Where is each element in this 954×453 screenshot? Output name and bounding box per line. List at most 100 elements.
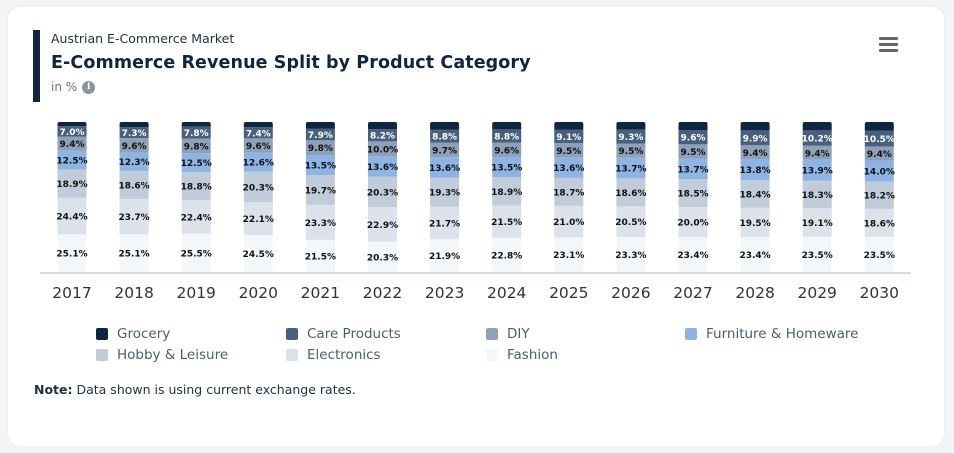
bar-segment-furniture-homeware-2018[interactable] xyxy=(119,152,149,171)
bar-segment-care-products-2023[interactable] xyxy=(430,129,460,143)
bar-segment-fashion-2026[interactable] xyxy=(616,237,646,272)
bar-segment-furniture-homeware-2026[interactable] xyxy=(616,157,646,179)
bar-stack-2022[interactable]: 20.3% 22.9% 20.3% 13.6% 10.0% 8.2% xyxy=(367,122,398,272)
bar-segment-grocery-2019[interactable] xyxy=(181,122,211,127)
bar-segment-electronics-2018[interactable] xyxy=(119,198,149,235)
legend-item-grocery[interactable]: Grocery xyxy=(96,326,170,342)
legend-item-diy[interactable]: DIY xyxy=(486,326,530,342)
bar-stack-2028[interactable]: 23.4% 19.5% 18.4% 13.8% 9.4% 9.9% xyxy=(739,122,771,272)
bar-segment-fashion-2019[interactable] xyxy=(181,233,211,272)
bar-segment-grocery-2027[interactable] xyxy=(678,122,708,130)
bar-segment-diy-2027[interactable] xyxy=(678,144,708,159)
bar-segment-care-products-2020[interactable] xyxy=(243,127,273,139)
bar-segment-diy-2028[interactable] xyxy=(740,145,770,160)
bar-segment-electronics-2022[interactable] xyxy=(368,207,397,242)
bar-segment-care-products-2018[interactable] xyxy=(119,127,149,139)
bar-stack-2021[interactable]: 21.5% 23.3% 19.7% 13.5% 9.8% 7.9% xyxy=(305,122,336,272)
bar-stack-2020[interactable]: 24.5% 22.1% 20.3% 12.6% 9.6% 7.4% xyxy=(243,122,274,272)
bar-segment-grocery-2028[interactable] xyxy=(740,122,770,131)
bar-segment-electronics-2025[interactable] xyxy=(554,205,584,238)
bar-segment-diy-2021[interactable] xyxy=(305,140,335,155)
bar-segment-furniture-homeware-2030[interactable] xyxy=(864,160,894,182)
bar-segment-care-products-2029[interactable] xyxy=(802,130,832,146)
bar-segment-furniture-homeware-2025[interactable] xyxy=(554,157,584,178)
bar-segment-grocery-2023[interactable] xyxy=(430,122,460,130)
bar-stack-2030[interactable]: 23.5% 18.6% 18.2% 14.0% 9.4% 10.5% xyxy=(864,122,895,272)
bar-segment-diy-2025[interactable] xyxy=(554,143,584,158)
bar-segment-furniture-homeware-2017[interactable] xyxy=(57,150,87,170)
bar-stack-2029[interactable]: 23.5% 19.1% 18.3% 13.9% 9.4% 10.2% xyxy=(802,122,833,272)
bar-segment-electronics-2028[interactable] xyxy=(740,207,770,237)
bar-stack-2018[interactable]: 25.1% 23.7% 18.6% 12.3% 9.6% 7.3% xyxy=(118,122,150,272)
hamburger-menu-icon[interactable] xyxy=(879,37,898,52)
bar-segment-grocery-2026[interactable] xyxy=(616,122,646,130)
bar-segment-diy-2017[interactable] xyxy=(57,136,87,151)
bar-segment-furniture-homeware-2028[interactable] xyxy=(740,159,770,181)
bar-segment-diy-2022[interactable] xyxy=(368,141,397,157)
bar-segment-electronics-2026[interactable] xyxy=(616,206,646,238)
bar-segment-hobby-leisure-2018[interactable] xyxy=(119,170,149,199)
bar-segment-hobby-leisure-2026[interactable] xyxy=(616,178,646,207)
bar-segment-grocery-2025[interactable] xyxy=(554,122,584,130)
bar-segment-electronics-2024[interactable] xyxy=(492,205,522,238)
bar-segment-fashion-2021[interactable] xyxy=(305,239,335,272)
bar-segment-hobby-leisure-2021[interactable] xyxy=(305,175,335,205)
legend-item-hobby-leisure[interactable]: Hobby & Leisure xyxy=(96,347,228,363)
bar-stack-2027[interactable]: 23.4% 20.0% 18.5% 13.7% 9.5% 9.6% xyxy=(677,122,709,272)
bar-segment-electronics-2021[interactable] xyxy=(305,204,335,240)
bar-segment-diy-2020[interactable] xyxy=(243,138,273,153)
bar-segment-care-products-2024[interactable] xyxy=(492,129,522,143)
bar-stack-2026[interactable]: 23.3% 20.5% 18.6% 13.7% 9.5% 9.3% xyxy=(615,122,647,272)
bar-segment-care-products-2030[interactable] xyxy=(864,130,894,147)
bar-segment-electronics-2019[interactable] xyxy=(181,200,211,234)
bar-segment-care-products-2027[interactable] xyxy=(678,129,708,145)
bar-segment-grocery-2021[interactable] xyxy=(305,122,335,129)
bar-segment-diy-2023[interactable] xyxy=(430,142,460,158)
bar-segment-furniture-homeware-2029[interactable] xyxy=(802,159,832,181)
bar-segment-grocery-2029[interactable] xyxy=(802,122,832,131)
bar-segment-care-products-2021[interactable] xyxy=(305,128,335,141)
bar-segment-electronics-2027[interactable] xyxy=(678,206,708,237)
bar-segment-furniture-homeware-2024[interactable] xyxy=(492,156,522,178)
bar-segment-fashion-2023[interactable] xyxy=(430,239,460,272)
legend-item-care-products[interactable]: Care Products xyxy=(286,326,401,342)
bar-segment-fashion-2017[interactable] xyxy=(57,234,87,272)
bar-segment-hobby-leisure-2020[interactable] xyxy=(243,171,273,203)
bar-segment-fashion-2022[interactable] xyxy=(368,241,397,272)
bar-segment-electronics-2023[interactable] xyxy=(430,206,460,240)
bar-segment-hobby-leisure-2023[interactable] xyxy=(430,177,460,207)
bar-segment-care-products-2022[interactable] xyxy=(368,129,397,142)
bar-segment-hobby-leisure-2024[interactable] xyxy=(492,177,522,206)
bar-segment-hobby-leisure-2017[interactable] xyxy=(57,169,87,198)
bar-segment-fashion-2025[interactable] xyxy=(554,237,584,272)
bar-segment-fashion-2028[interactable] xyxy=(740,236,770,272)
bar-segment-electronics-2020[interactable] xyxy=(243,202,273,236)
bar-segment-fashion-2020[interactable] xyxy=(243,235,273,272)
bar-segment-grocery-2024[interactable] xyxy=(492,122,522,130)
bar-segment-grocery-2018[interactable] xyxy=(119,122,149,128)
bar-segment-furniture-homeware-2020[interactable] xyxy=(243,152,273,172)
bar-stack-2023[interactable]: 21.9% 21.7% 19.3% 13.6% 9.7% 8.8% xyxy=(429,122,460,272)
bar-segment-care-products-2026[interactable] xyxy=(616,129,646,144)
bar-segment-care-products-2028[interactable] xyxy=(740,130,770,146)
bar-segment-electronics-2030[interactable] xyxy=(864,208,894,237)
bar-stack-2017[interactable]: 25.1% 24.4% 18.9% 12.5% 9.4% 7.0% xyxy=(56,122,88,272)
bar-segment-furniture-homeware-2021[interactable] xyxy=(305,155,335,176)
bar-segment-diy-2018[interactable] xyxy=(119,138,149,153)
bar-segment-grocery-2020[interactable] xyxy=(243,122,273,128)
bar-segment-fashion-2018[interactable] xyxy=(119,234,149,272)
bar-segment-electronics-2029[interactable] xyxy=(802,208,832,237)
bar-segment-diy-2029[interactable] xyxy=(802,145,832,160)
bar-segment-hobby-leisure-2030[interactable] xyxy=(864,181,894,209)
bar-segment-grocery-2022[interactable] xyxy=(368,122,397,130)
bar-segment-fashion-2030[interactable] xyxy=(864,236,894,272)
bar-segment-grocery-2030[interactable] xyxy=(864,122,894,131)
bar-segment-care-products-2019[interactable] xyxy=(181,126,211,139)
bar-segment-furniture-homeware-2022[interactable] xyxy=(368,156,397,177)
bar-segment-hobby-leisure-2028[interactable] xyxy=(740,180,770,208)
bar-segment-electronics-2017[interactable] xyxy=(57,197,87,235)
legend-item-fashion[interactable]: Fashion xyxy=(486,347,558,363)
bar-segment-hobby-leisure-2022[interactable] xyxy=(368,176,397,208)
bar-segment-furniture-homeware-2023[interactable] xyxy=(430,157,460,178)
bar-segment-hobby-leisure-2025[interactable] xyxy=(554,177,584,206)
